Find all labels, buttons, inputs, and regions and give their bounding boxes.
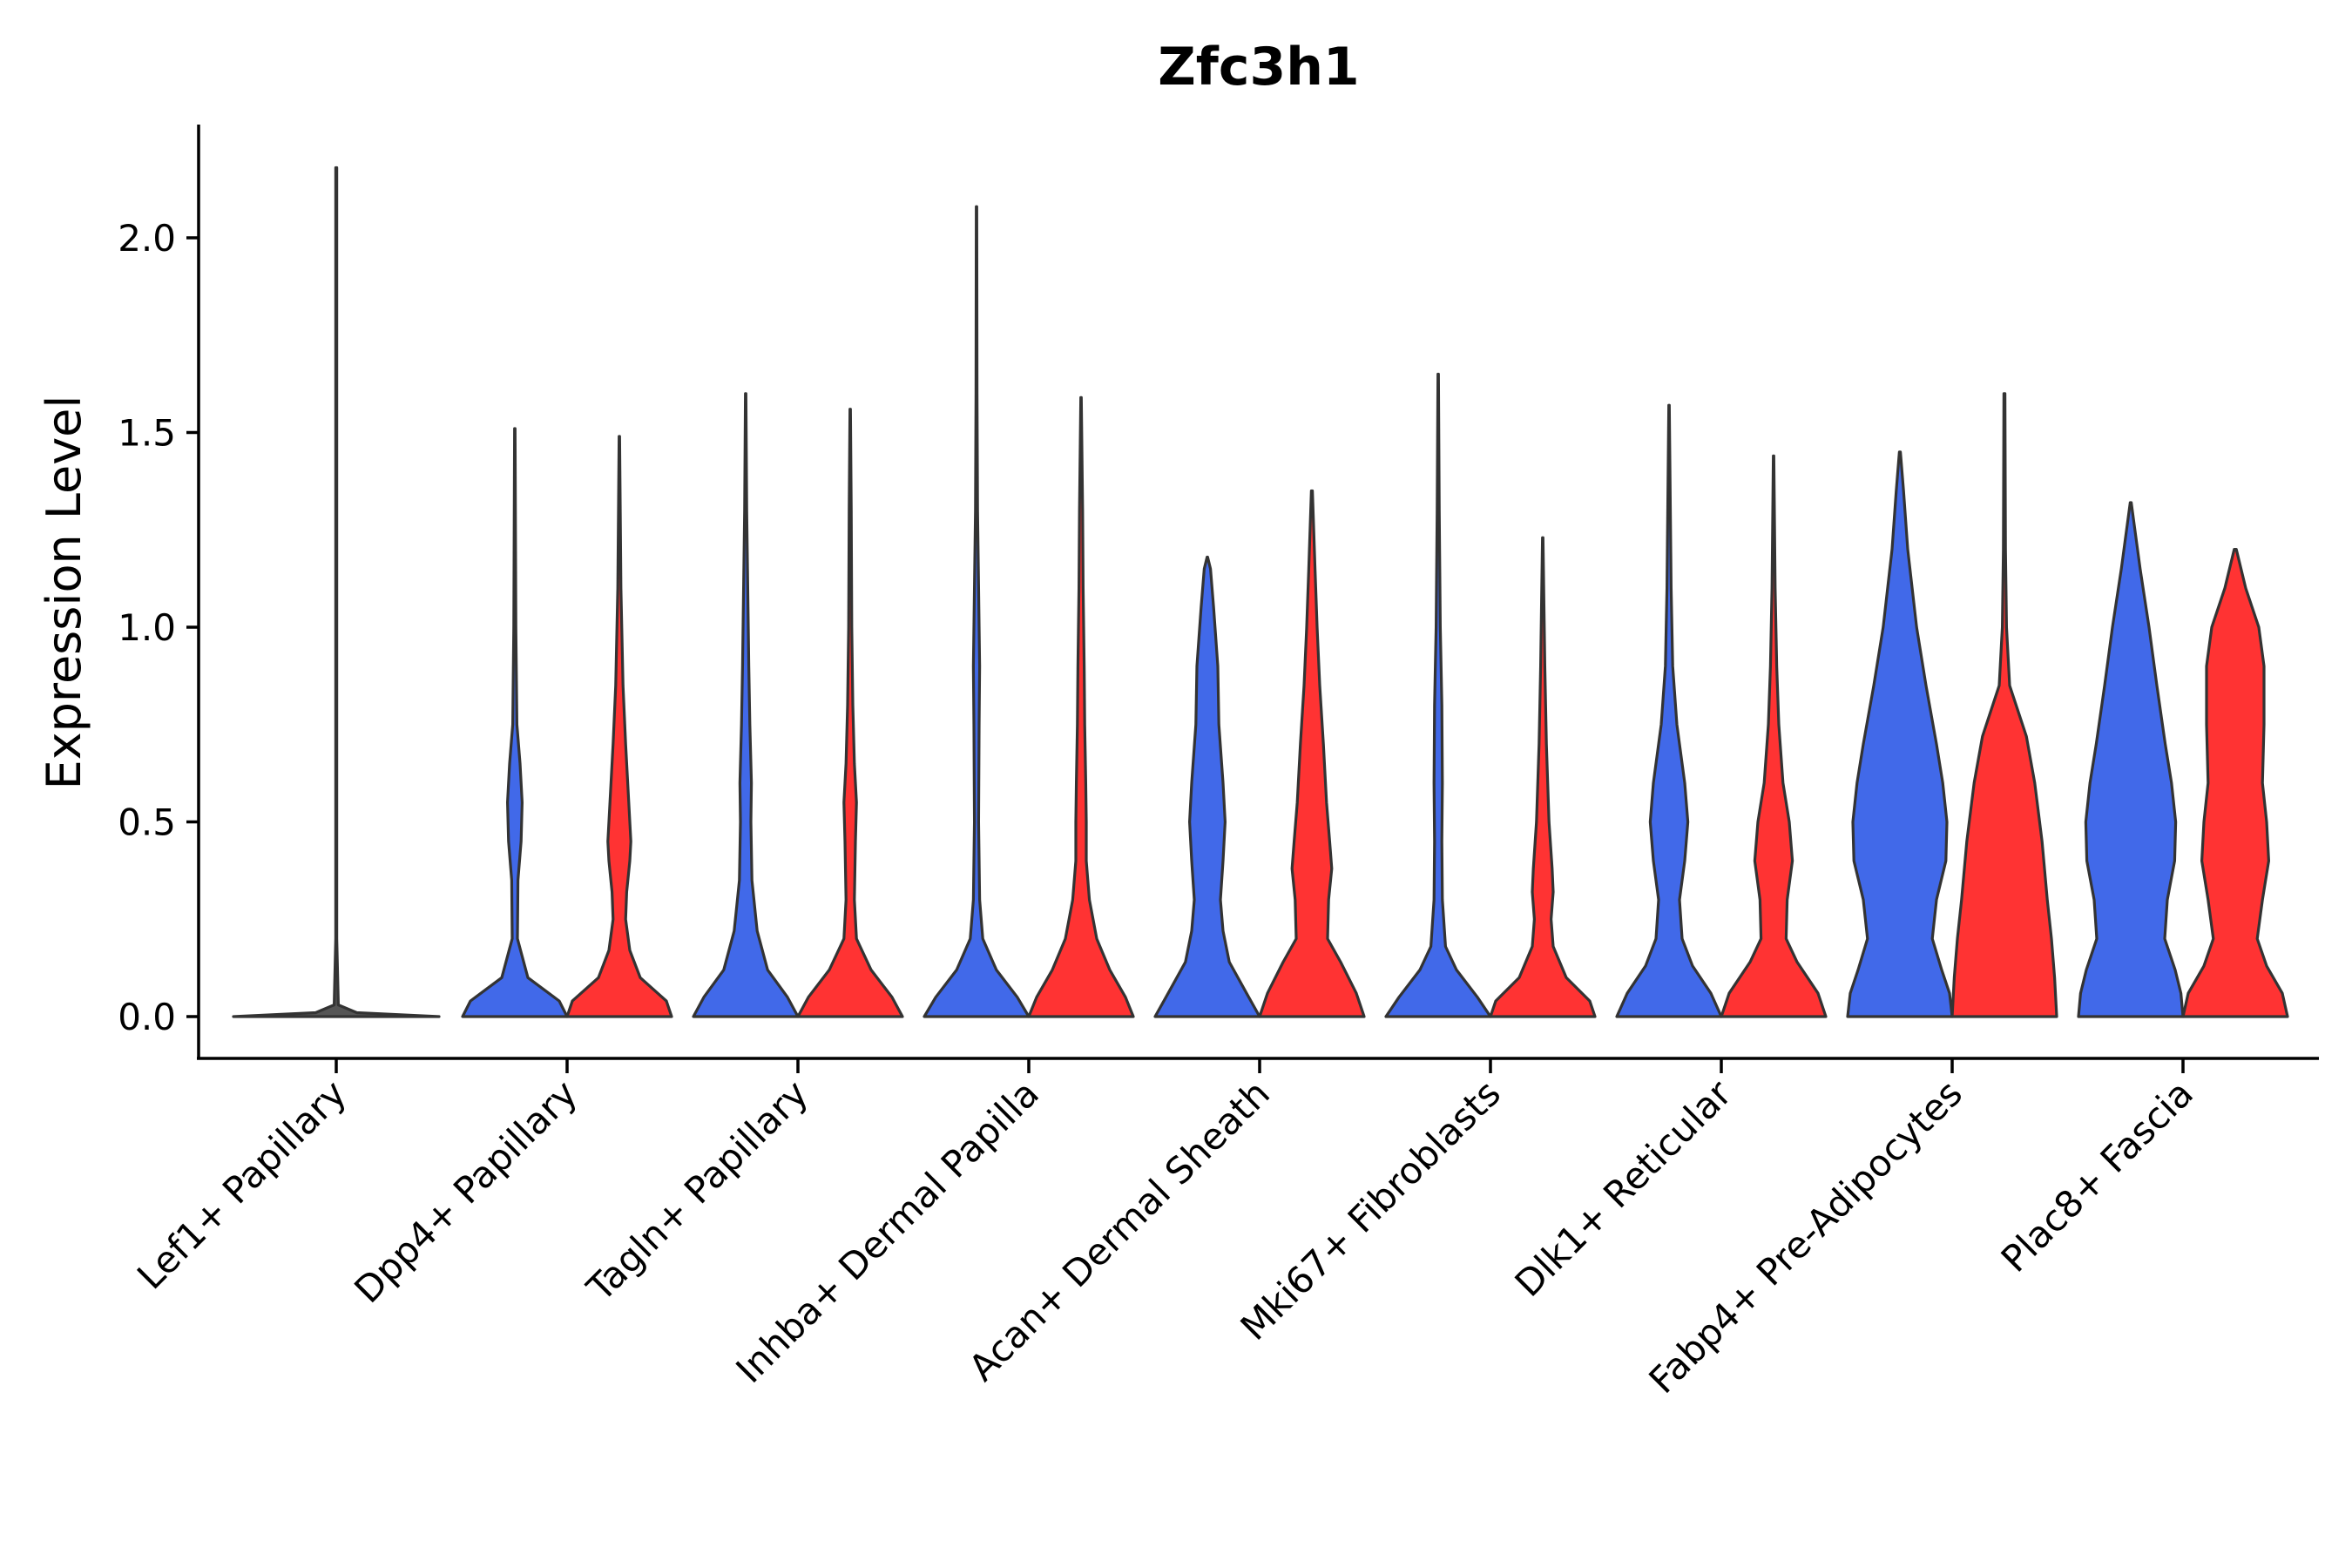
violin-red-mki67-fibroblasts [1489,536,1597,1018]
violin-red-dpp4-papillary [565,435,673,1018]
violin-red-fabp4-pre-adipocytes [1950,392,2058,1018]
violin-red-tagln-papillary [796,408,904,1018]
y-tick-label: 2.0 [118,217,176,260]
violin-blue-mki67-fibroblasts [1384,372,1492,1018]
y-tick-label: 0.5 [118,801,176,844]
x-tick-label: Lef1+ Papillary [129,1071,355,1297]
x-tick-label: Dlk1+ Reticular [1507,1071,1740,1305]
violin-blue-plac8-fascia [2077,501,2185,1018]
chart-title: Zfc3h1 [1158,37,1359,98]
violin-blue-fabp4-pre-adipocytes [1846,450,1954,1018]
violin-red-dlk1-reticular [1720,454,1828,1018]
x-tick-label: Tagln+ Papillary [578,1071,816,1309]
y-axis-ticks: 0.0 0.5 1.0 1.5 2.0 [118,217,199,1038]
violin-blue-tagln-papillary [692,392,800,1018]
violin-red-plac8-fascia [2181,548,2289,1018]
y-tick-label: 1.5 [118,412,176,455]
y-axis-label: Expression Level [37,395,91,790]
y-tick-label: 1.0 [118,606,176,649]
violin-blue-acan-dermal-sheath [1153,555,1261,1018]
x-tick-label: Mki67+ Fibroblasts [1233,1071,1509,1348]
violin-blue-inhba-dermal-papilla [923,205,1031,1018]
violin-blue-dpp4-papillary [461,427,569,1018]
x-tick-label: Dpp4+ Papillary [346,1071,585,1311]
violin-layer [232,166,2289,1018]
y-tick-label: 0.0 [118,996,176,1038]
violin-red-inhba-dermal-papilla [1027,395,1135,1018]
violin-red-acan-dermal-sheath [1258,489,1366,1018]
x-tick-label: Plac8+ Fascia [1993,1071,2201,1280]
violin-blue-dlk1-reticular [1615,403,1723,1018]
violin-lef1-papillary [232,166,441,1018]
